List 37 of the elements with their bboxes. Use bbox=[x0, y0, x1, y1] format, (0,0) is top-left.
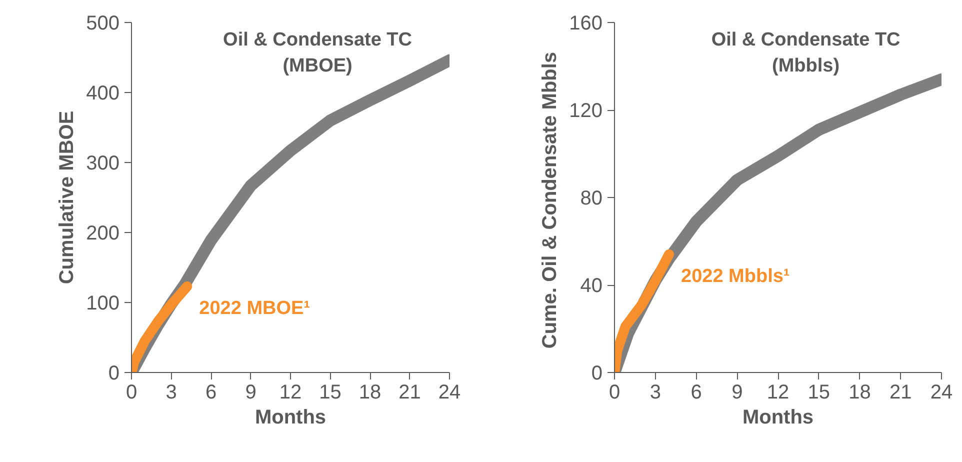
x-tick-label: 0 bbox=[608, 382, 620, 404]
y-axis-title: Cumulative MBOE bbox=[56, 110, 78, 284]
x-tick-label: 24 bbox=[438, 382, 461, 404]
x-tick-label: 18 bbox=[848, 382, 871, 404]
y-axis-title: Cume. Oil & Condensate Mbbls bbox=[539, 52, 562, 349]
series-label: Oil & Condensate TC (MBOE) bbox=[223, 30, 412, 76]
x-tick-label: 6 bbox=[205, 382, 217, 404]
x-tick-label: 18 bbox=[358, 382, 382, 404]
x-tick-label: 21 bbox=[890, 382, 912, 404]
y-tick-label: 0 bbox=[591, 362, 602, 384]
x-tick-label: 15 bbox=[808, 382, 830, 404]
x-tick-label: 0 bbox=[126, 382, 138, 404]
y-tick-label: 100 bbox=[86, 292, 120, 314]
y-tick-label: 40 bbox=[580, 275, 603, 297]
y-tick-label: 0 bbox=[108, 362, 120, 384]
series-label: 2022 Mbbls¹ bbox=[681, 266, 790, 287]
x-tick-label: 6 bbox=[690, 382, 702, 404]
series-label: 2022 MBOE¹ bbox=[199, 298, 310, 319]
y-tick-label: 200 bbox=[86, 222, 120, 244]
x-axis-title: Months bbox=[254, 406, 326, 428]
y-tick-label: 400 bbox=[86, 82, 120, 104]
y-tick-label: 160 bbox=[569, 12, 603, 34]
x-tick-label: 12 bbox=[279, 382, 302, 404]
x-tick-label: 9 bbox=[732, 382, 743, 404]
x-tick-label: 3 bbox=[166, 382, 177, 404]
x-tick-label: 9 bbox=[245, 382, 256, 404]
y-tick-label: 120 bbox=[569, 100, 603, 122]
x-tick-label: 12 bbox=[766, 382, 790, 404]
y-tick-label: 500 bbox=[86, 12, 120, 34]
x-tick-label: 3 bbox=[650, 382, 661, 404]
x-tick-label: 24 bbox=[930, 382, 953, 404]
x-tick-label: 15 bbox=[319, 382, 342, 404]
series-label: Oil & Condensate TC (Mbbls) bbox=[711, 30, 901, 76]
y-tick-label: 300 bbox=[86, 152, 120, 174]
x-axis-title: Months bbox=[742, 406, 814, 428]
y-tick-label: 80 bbox=[580, 188, 603, 210]
x-tick-label: 21 bbox=[398, 382, 421, 404]
